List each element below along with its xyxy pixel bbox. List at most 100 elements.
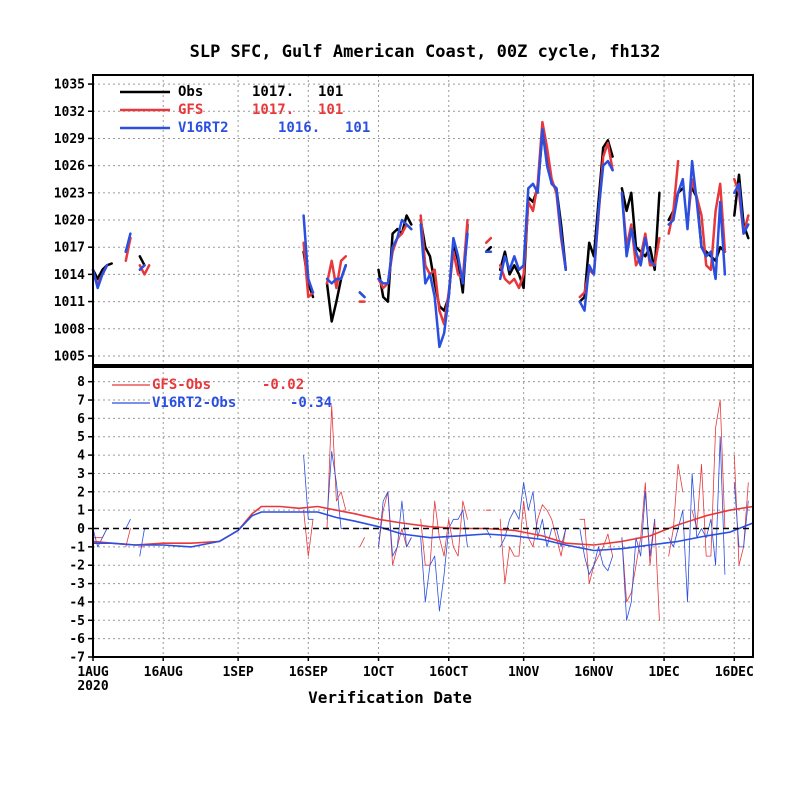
series-line-v16rt2 [419,223,469,349]
series-line-v16rt2-obs [125,518,131,529]
bottom-y-tick-label: -7 [69,651,85,666]
bottom-y-tick-label: 3 [77,467,85,482]
series-line-gfs-obs-running-mean [92,505,754,546]
top-y-tick-label: 1014 [54,268,85,283]
top-y-tick-label: 1026 [54,159,85,174]
series-line-v16rt2-obs [485,528,492,539]
series-line-gfs-obs [359,537,365,548]
bottom-y-tick-label: 0 [77,522,85,537]
series-line-v16rt2-obs-running-mean [92,511,754,552]
series-line-obs [377,214,413,303]
bottom-y-tick-label: -4 [69,595,85,610]
bottom-panel-frame [92,366,754,658]
bottom-y-ticks: -7 -6 -5 -4 -3 -2 -1 0 1 2 3 4 5 6 7 8 [69,375,93,666]
series-line-v16rt2 [377,218,413,285]
x-tick-label: 16OCT [429,665,468,680]
series-line-v16rt2 [358,291,366,299]
series-line-v16rt2-obs [579,528,613,575]
top-y-tick-label: 1011 [54,295,85,310]
x-tick-label: 16SEP [289,665,328,680]
series-line-gfs [325,255,348,290]
bottom-legend: GFS-Obs -0.02 V16RT2-Obs -0.34 [112,377,332,411]
legend-stat-v16rt2-obs-mean: -0.34 [290,395,332,411]
series-line-v16rt2-obs [420,509,468,612]
x-tick-label: 16DEC [715,665,754,680]
bottom-y-tick-label: 4 [77,449,85,464]
series-line-v16rt2-obs [378,491,412,557]
series-gfs [91,120,750,326]
series-line-obs [138,255,146,267]
top-y-ticks: 1005 1008 1011 1014 1017 1020 1023 1026 1029 1032… [54,78,93,364]
series-line-v16rt2 [733,182,750,235]
series-line-gfs [484,236,493,244]
series-line-v16rt2-obs [139,528,145,557]
bottom-y-tick-label: 8 [77,375,85,390]
series-line-v16rt2-obs [733,482,749,548]
legend-stat-gfs-obs-mean: -0.02 [262,377,304,393]
top-y-tick-label: 1020 [54,214,85,229]
x-tick-label: 16NOV [574,665,613,680]
legend-stat-obs-mean: 1017. [252,84,294,100]
series-line-v16rt2 [667,159,727,281]
series-line-v16rt2 [138,264,146,272]
legend-stat-v16rt2-count: 101 [345,120,370,136]
series-line-v16rt2 [91,264,109,290]
series-line-gfs [302,241,315,299]
bottom-y-tick-label: -3 [69,577,85,592]
series-line-v16rt2-obs [303,454,314,520]
series-line-v16rt2 [578,159,614,312]
x-tick-label: 1SEP [222,665,253,680]
legend-label-v16rt2: V16RT2 [178,120,229,136]
legend-label-obs: Obs [178,84,203,100]
series-line-gfs [667,159,680,235]
bottom-y-tick-label: -1 [69,540,85,555]
top-y-tick-label: 1032 [54,105,85,120]
x-tick-label: 1AUG [77,665,108,680]
x-tick-label: 1DEC [648,665,679,680]
top-y-tick-label: 1008 [54,322,85,337]
legend-stat-v16rt2-mean: 1016. [278,120,320,136]
series-line-v16rt2-obs [326,450,347,529]
top-y-tick-label: 1005 [54,349,85,364]
top-y-tick-label: 1017 [54,241,85,256]
top-y-tick-label: 1029 [54,132,85,147]
bottom-y-tick-label: 7 [77,394,85,409]
series-line-gfs-obs [420,500,468,566]
series-v16rt2-obs-running-mean [92,511,754,552]
x-tick-label: 1NOV [508,665,539,680]
x-tick-label: 1OCT [363,665,394,680]
series-line-gfs [124,236,132,263]
bottom-y-tick-label: 1 [77,504,85,519]
series-line-gfs-obs [499,500,567,584]
series-gfs-obs-running-mean [92,505,754,546]
bottom-y-tick-label: 5 [77,430,85,445]
series-line-v16rt2 [498,128,568,281]
series-line-gfs-obs [378,491,412,566]
top-y-tick-label: 1023 [54,186,85,201]
bottom-y-tick-label: 2 [77,485,85,500]
chart-title: SLP SFC, Gulf American Coast, 00Z cycle,… [190,42,661,62]
top-legend: Obs 1017. 101 GFS 1017. 101 V16RT2 1016.… [120,84,370,136]
series-v16rt2 [91,128,750,349]
series-line-v16rt2 [325,264,348,285]
x-tick-label: 16AUG [144,665,183,680]
series-line-obs [91,262,113,281]
series-line-v16rt2 [302,214,315,294]
bottom-y-tick-label: 6 [77,412,85,427]
x-tick-year-label: 2020 [77,679,108,694]
legend-label-gfs: GFS [178,102,203,118]
series-line-gfs-obs [303,509,314,557]
top-panel-frame [92,74,754,366]
series-line-gfs-obs [579,518,613,584]
legend-stat-gfs-count: 101 [318,102,343,118]
legend-label-gfs-obs: GFS-Obs [152,377,211,393]
bottom-y-tick-label: -5 [69,614,85,629]
bottom-y-tick-label: -6 [69,632,85,647]
series-line-gfs-obs [326,405,347,529]
x-axis-label: Verification Date [308,688,472,707]
top-y-tick-label: 1035 [54,78,85,93]
bottom-y-tick-label: -2 [69,559,85,574]
bottom-series [92,399,754,621]
